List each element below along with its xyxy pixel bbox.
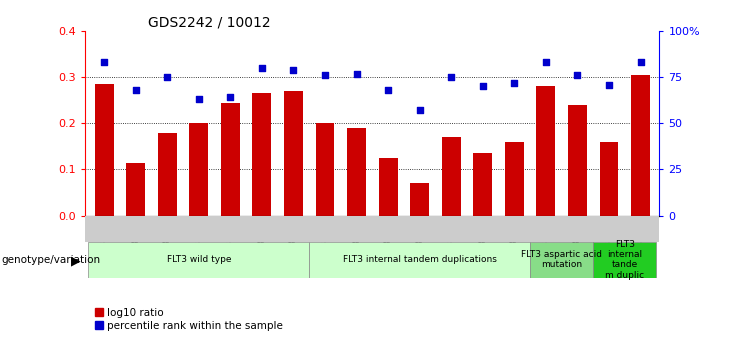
Bar xyxy=(316,123,334,216)
Point xyxy=(99,60,110,65)
Text: GDS2242 / 10012: GDS2242 / 10012 xyxy=(148,16,270,30)
Legend: log10 ratio, percentile rank within the sample: log10 ratio, percentile rank within the … xyxy=(90,303,287,335)
Point xyxy=(413,108,425,113)
Text: genotype/variation: genotype/variation xyxy=(1,256,101,265)
Point xyxy=(445,75,457,80)
Bar xyxy=(473,153,492,216)
Point xyxy=(193,97,205,102)
Bar xyxy=(594,241,657,278)
Text: ▶: ▶ xyxy=(71,254,81,267)
Bar xyxy=(631,75,650,216)
Bar xyxy=(95,84,113,216)
Point xyxy=(477,84,489,89)
Bar xyxy=(88,241,309,278)
Point xyxy=(162,75,173,80)
Bar xyxy=(126,162,145,216)
Bar xyxy=(221,102,240,216)
Text: FLT3 internal tandem duplications: FLT3 internal tandem duplications xyxy=(343,255,496,264)
Bar xyxy=(536,87,555,216)
Text: FLT3 wild type: FLT3 wild type xyxy=(167,255,231,264)
Point xyxy=(634,60,646,65)
Point xyxy=(319,72,331,78)
Bar xyxy=(411,183,429,216)
Point xyxy=(130,87,142,93)
Bar xyxy=(442,137,461,216)
Point xyxy=(540,60,552,65)
Bar xyxy=(347,128,366,216)
Bar xyxy=(309,241,530,278)
Point xyxy=(508,80,520,86)
Point xyxy=(382,87,394,93)
Point xyxy=(225,95,236,100)
Point xyxy=(350,71,362,76)
Bar xyxy=(253,93,271,216)
Bar xyxy=(505,142,524,216)
Bar xyxy=(158,132,176,216)
Point xyxy=(288,67,299,72)
Point xyxy=(256,65,268,71)
Bar xyxy=(568,105,587,216)
Text: FLT3
internal
tande
m duplic: FLT3 internal tande m duplic xyxy=(605,239,645,280)
Bar xyxy=(379,158,398,216)
Point xyxy=(571,72,583,78)
Bar xyxy=(190,123,208,216)
Bar xyxy=(530,241,594,278)
Text: FLT3 aspartic acid
mutation: FLT3 aspartic acid mutation xyxy=(521,250,602,269)
Point xyxy=(603,82,615,87)
Bar xyxy=(599,142,619,216)
Bar xyxy=(284,91,303,216)
